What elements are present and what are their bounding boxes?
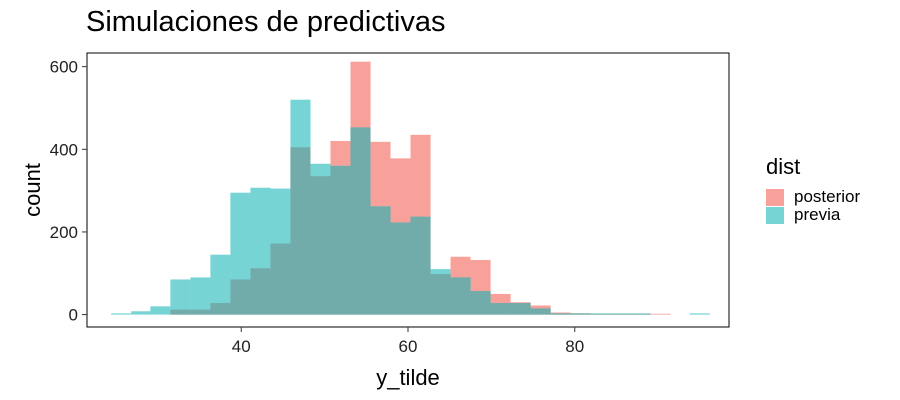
bar-overlap-23 bbox=[630, 313, 651, 315]
bar-overlap-17 bbox=[510, 303, 531, 315]
legend-title: dist bbox=[766, 154, 801, 179]
chart-title: Simulaciones de predictivas bbox=[86, 6, 446, 38]
bar-overlap-19 bbox=[550, 313, 571, 315]
bar-previa-3 bbox=[170, 279, 191, 315]
bar-previa-27 bbox=[689, 313, 710, 315]
bar-overlap-9 bbox=[350, 127, 371, 315]
y-tick-label: 0 bbox=[69, 306, 78, 325]
legend-item-posterior: posterior bbox=[766, 187, 861, 206]
bar-previa-0 bbox=[111, 313, 132, 315]
bar-overlap-21 bbox=[590, 313, 611, 315]
bar-overlap-12 bbox=[410, 216, 431, 315]
legend-label-previa: previa bbox=[794, 205, 841, 224]
y-tick-label: 600 bbox=[50, 58, 78, 77]
bars-layer bbox=[111, 61, 710, 315]
y-tick-label: 200 bbox=[50, 223, 78, 242]
bar-overlap-4 bbox=[250, 268, 271, 315]
bar-posterior-24 bbox=[650, 313, 671, 315]
y-axis-title: count bbox=[20, 163, 45, 217]
y-tick-label: 400 bbox=[50, 140, 78, 159]
bar-previa-1 bbox=[131, 311, 152, 315]
bar-overlap-0 bbox=[170, 309, 191, 315]
bar-overlap-3 bbox=[230, 279, 251, 315]
bar-overlap-14 bbox=[450, 277, 471, 315]
bar-previa-2 bbox=[150, 306, 171, 315]
legend: dist posterior previa bbox=[766, 154, 860, 224]
bar-overlap-22 bbox=[610, 313, 631, 315]
bar-overlap-1 bbox=[190, 309, 211, 315]
x-axis-title: y_tilde bbox=[376, 365, 440, 390]
bar-overlap-7 bbox=[310, 176, 331, 315]
bar-overlap-8 bbox=[330, 165, 351, 315]
bar-previa-5 bbox=[210, 254, 231, 315]
legend-label-posterior: posterior bbox=[794, 187, 861, 206]
bar-overlap-16 bbox=[490, 303, 511, 315]
bar-previa-4 bbox=[190, 277, 211, 315]
bar-overlap-5 bbox=[270, 243, 291, 315]
legend-swatch-posterior bbox=[766, 188, 784, 206]
legend-swatch-previa bbox=[766, 206, 784, 224]
y-axis: 0 200 400 600 bbox=[50, 58, 87, 325]
bar-overlap-15 bbox=[470, 291, 491, 315]
bar-overlap-6 bbox=[290, 147, 311, 315]
x-tick-label: 40 bbox=[232, 337, 251, 356]
bar-overlap-2 bbox=[210, 303, 231, 315]
bar-overlap-13 bbox=[430, 274, 451, 315]
bar-overlap-10 bbox=[370, 206, 391, 315]
bar-overlap-11 bbox=[390, 222, 411, 315]
bar-overlap-18 bbox=[530, 308, 551, 315]
x-tick-label: 80 bbox=[565, 337, 584, 356]
legend-item-previa: previa bbox=[766, 205, 860, 224]
x-tick-label: 60 bbox=[399, 337, 418, 356]
bar-overlap-20 bbox=[570, 313, 591, 315]
x-axis: 40 60 80 bbox=[232, 327, 584, 356]
